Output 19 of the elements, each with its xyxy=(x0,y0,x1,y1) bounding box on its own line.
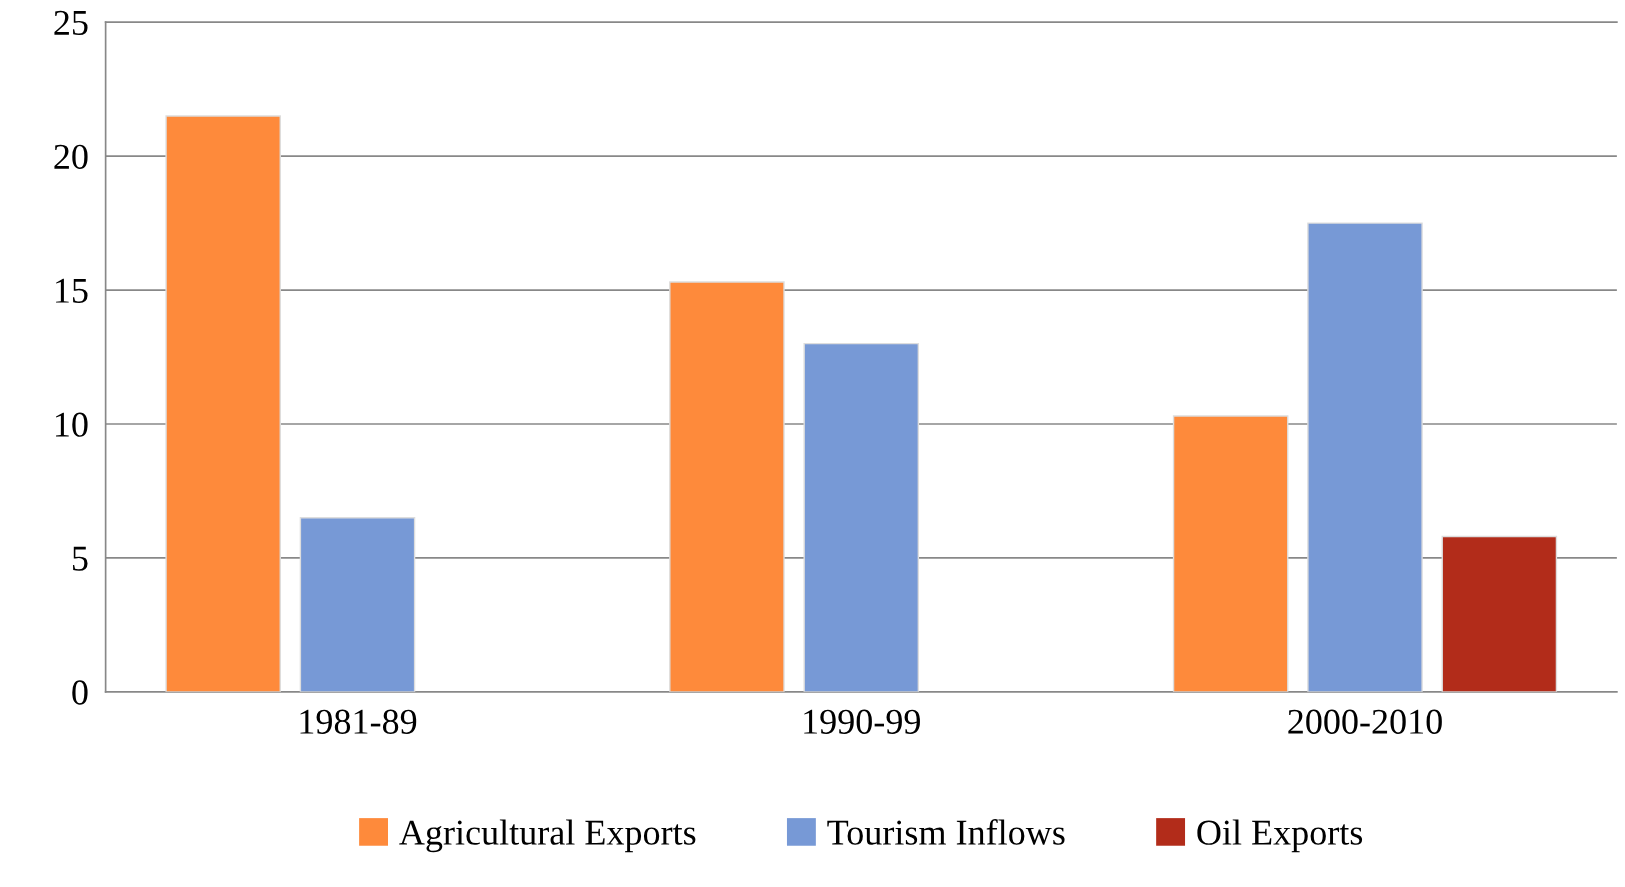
y-tick-label: 20 xyxy=(54,144,88,169)
legend-label: Oil Exports xyxy=(1197,819,1363,853)
y-tick-label: 15 xyxy=(56,278,88,303)
bar xyxy=(1307,222,1423,692)
legend-label: Agricultural Exports xyxy=(399,819,696,853)
bar xyxy=(299,517,416,692)
y-tick-label: 25 xyxy=(54,10,88,36)
bar xyxy=(803,342,920,692)
bar xyxy=(165,115,281,692)
x-tick-label: 2000-2010 xyxy=(1288,709,1442,734)
y-tick-label: 10 xyxy=(56,412,88,437)
bar xyxy=(1172,415,1289,692)
y-tick-label: 5 xyxy=(73,546,88,571)
x-tick-label: 1981-89 xyxy=(300,709,417,734)
x-tick-label: 1990-99 xyxy=(804,709,920,734)
bar xyxy=(669,281,785,692)
legend-label: Tourism Inflows xyxy=(827,819,1065,845)
y-tick-label: 0 xyxy=(72,680,88,705)
bar xyxy=(1441,535,1558,692)
